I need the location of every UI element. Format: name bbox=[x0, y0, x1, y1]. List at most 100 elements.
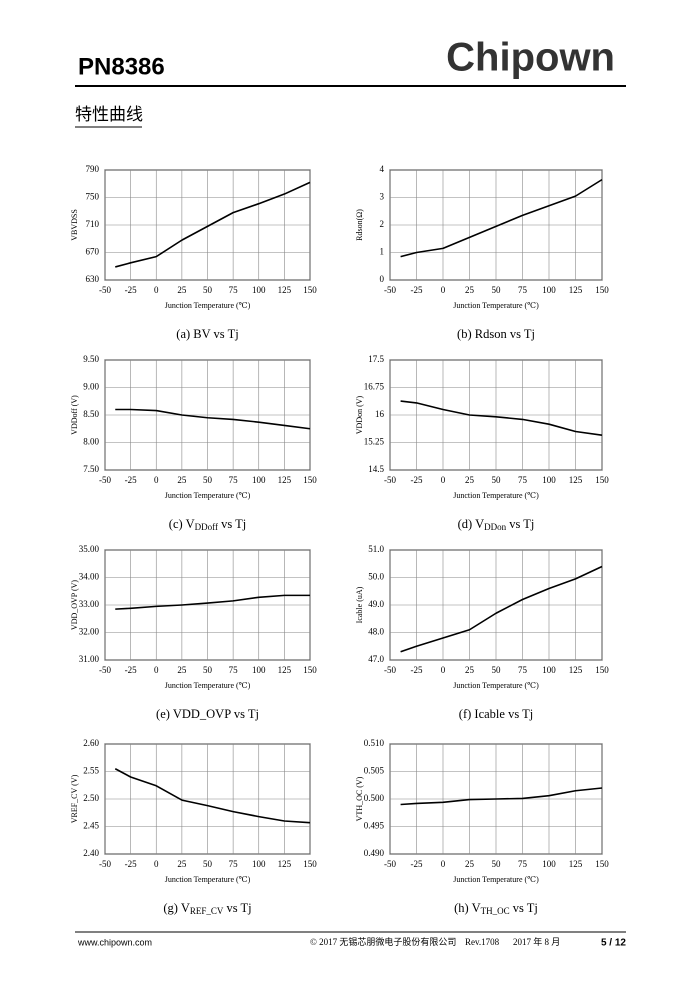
y-tick-label: 2.50 bbox=[83, 793, 99, 803]
y-tick-label: 8.50 bbox=[83, 409, 99, 419]
y-tick-label: 3 bbox=[380, 192, 385, 202]
x-tick-label: 150 bbox=[595, 285, 609, 295]
y-tick-label: 15.25 bbox=[364, 437, 385, 447]
y-tick-label: 4 bbox=[380, 164, 385, 174]
brand: Chipown bbox=[446, 36, 615, 80]
x-tick-label: 25 bbox=[177, 859, 187, 869]
y-tick-label: 47.0 bbox=[368, 654, 384, 664]
x-tick-label: 50 bbox=[492, 665, 502, 675]
x-tick-label: 50 bbox=[203, 475, 213, 485]
y-tick-label: 670 bbox=[86, 247, 100, 257]
x-tick-label: 125 bbox=[278, 665, 292, 675]
x-tick-label: 150 bbox=[595, 859, 609, 869]
x-tick-label: 0 bbox=[441, 285, 446, 295]
x-tick-label: 50 bbox=[203, 285, 213, 295]
y-tick-label: 2.55 bbox=[83, 766, 99, 776]
chart-title: (d) VDDon vs Tj bbox=[458, 517, 535, 532]
title-part: (d) V bbox=[458, 517, 485, 531]
x-tick-label: 25 bbox=[177, 285, 187, 295]
x-axis-title: Junction Temperature (℃) bbox=[453, 491, 539, 500]
y-tick-label: 48.0 bbox=[368, 627, 384, 637]
data-line bbox=[115, 408, 311, 430]
x-tick-label: 125 bbox=[278, 475, 292, 485]
x-tick-label: 25 bbox=[465, 665, 475, 675]
x-tick-label: 100 bbox=[542, 859, 556, 869]
title-part: (g) V bbox=[163, 901, 190, 915]
y-tick-label: 16.75 bbox=[364, 382, 385, 392]
x-tick-label: -25 bbox=[125, 665, 137, 675]
title-subscript: DDoff bbox=[195, 522, 218, 532]
footer-copyright: © 2017 无锡芯朋微电子股份有限公司 bbox=[310, 936, 456, 947]
x-tick-label: -50 bbox=[384, 665, 396, 675]
footer-page: 5 / 12 bbox=[601, 938, 626, 949]
chart-title: (b) Rdson vs Tj bbox=[457, 327, 535, 341]
title-part: vs Tj bbox=[218, 517, 246, 531]
x-tick-label: 25 bbox=[177, 475, 187, 485]
x-tick-label: 50 bbox=[492, 475, 502, 485]
x-tick-label: -25 bbox=[125, 859, 137, 869]
x-tick-label: 75 bbox=[518, 285, 528, 295]
x-tick-label: 125 bbox=[569, 285, 583, 295]
x-tick-label: 150 bbox=[303, 665, 317, 675]
x-tick-label: 125 bbox=[569, 665, 583, 675]
y-tick-label: 0.505 bbox=[364, 766, 385, 776]
x-tick-label: 150 bbox=[595, 665, 609, 675]
x-tick-label: -50 bbox=[99, 285, 111, 295]
y-tick-label: 7.50 bbox=[83, 464, 99, 474]
section-title: 特性曲线 bbox=[75, 105, 143, 124]
part-number: PN8386 bbox=[78, 53, 165, 80]
x-tick-label: -25 bbox=[411, 859, 423, 869]
data-line bbox=[115, 181, 311, 268]
x-tick-label: 100 bbox=[252, 665, 266, 675]
y-tick-label: 16 bbox=[375, 409, 385, 419]
y-tick-label: 34.00 bbox=[79, 572, 100, 582]
x-tick-label: 75 bbox=[518, 859, 528, 869]
x-axis-title: Junction Temperature (℃) bbox=[165, 491, 251, 500]
y-tick-label: 0 bbox=[380, 274, 385, 284]
y-tick-label: 2.40 bbox=[83, 848, 99, 858]
chart-title: (h) VTH_OC vs Tj bbox=[454, 901, 538, 916]
chart-title: (c) VDDoff vs Tj bbox=[169, 517, 246, 532]
x-tick-label: 0 bbox=[154, 475, 159, 485]
y-tick-label: 14.5 bbox=[368, 464, 384, 474]
x-tick-label: 0 bbox=[441, 665, 446, 675]
x-tick-label: 125 bbox=[278, 859, 292, 869]
x-axis-title: Junction Temperature (℃) bbox=[165, 301, 251, 310]
title-part: vs Tj bbox=[506, 517, 534, 531]
y-tick-label: 8.00 bbox=[83, 437, 99, 447]
chart-title: (g) VREF_CV vs Tj bbox=[163, 901, 251, 916]
y-tick-label: 31.00 bbox=[79, 654, 100, 664]
x-tick-label: 0 bbox=[154, 859, 159, 869]
footer-date: 2017 年 8 月 bbox=[513, 936, 560, 947]
x-tick-label: 0 bbox=[154, 285, 159, 295]
x-tick-label: -50 bbox=[99, 859, 111, 869]
x-axis-title: Junction Temperature (℃) bbox=[165, 875, 251, 884]
x-tick-label: 0 bbox=[154, 665, 159, 675]
x-tick-label: 125 bbox=[569, 859, 583, 869]
data-line bbox=[115, 594, 310, 610]
x-tick-label: -25 bbox=[125, 285, 137, 295]
x-tick-label: 25 bbox=[465, 285, 475, 295]
data-line bbox=[114, 768, 311, 824]
x-tick-label: 25 bbox=[177, 665, 187, 675]
footer-revision: Rev.1708 bbox=[465, 937, 500, 947]
y-tick-label: 750 bbox=[86, 192, 100, 202]
chart-title: (f) Icable vs Tj bbox=[459, 707, 533, 721]
x-tick-label: 125 bbox=[569, 475, 583, 485]
y-tick-label: 50.0 bbox=[368, 572, 384, 582]
x-tick-label: 0 bbox=[441, 859, 446, 869]
y-axis-title: VTH_OC (V) bbox=[355, 776, 364, 821]
x-tick-label: 150 bbox=[303, 285, 317, 295]
x-tick-label: 50 bbox=[203, 665, 213, 675]
data-line bbox=[400, 400, 603, 436]
y-tick-label: 1 bbox=[380, 247, 385, 257]
y-tick-label: 33.00 bbox=[79, 599, 100, 609]
x-tick-label: 75 bbox=[518, 475, 528, 485]
x-tick-label: 125 bbox=[278, 285, 292, 295]
y-axis-title: VDDoff (V) bbox=[70, 395, 79, 435]
x-tick-label: 75 bbox=[229, 665, 239, 675]
footer-website: www.chipown.com bbox=[77, 937, 152, 947]
y-axis-title: Icable (uA) bbox=[355, 586, 364, 623]
data-line bbox=[400, 787, 603, 806]
x-tick-label: 0 bbox=[441, 475, 446, 485]
